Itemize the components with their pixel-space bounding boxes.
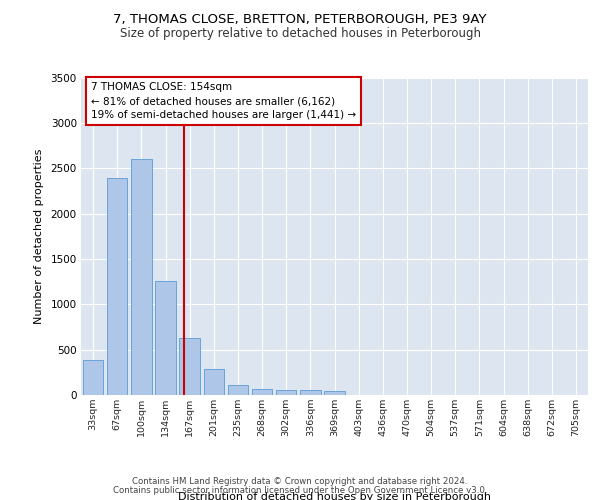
Bar	[155, 280, 176, 395]
Bar	[300, 390, 320, 395]
Bar	[83, 360, 103, 395]
Bar	[179, 338, 200, 395]
Text: Size of property relative to detached houses in Peterborough: Size of property relative to detached ho…	[119, 28, 481, 40]
X-axis label: Distribution of detached houses by size in Peterborough: Distribution of detached houses by size …	[178, 492, 491, 500]
Text: 7 THOMAS CLOSE: 154sqm
← 81% of detached houses are smaller (6,162)
19% of semi-: 7 THOMAS CLOSE: 154sqm ← 81% of detached…	[91, 82, 356, 120]
Text: Contains public sector information licensed under the Open Government Licence v3: Contains public sector information licen…	[113, 486, 487, 495]
Bar	[131, 159, 152, 395]
Text: Contains HM Land Registry data © Crown copyright and database right 2024.: Contains HM Land Registry data © Crown c…	[132, 477, 468, 486]
Text: 7, THOMAS CLOSE, BRETTON, PETERBOROUGH, PE3 9AY: 7, THOMAS CLOSE, BRETTON, PETERBOROUGH, …	[113, 12, 487, 26]
Y-axis label: Number of detached properties: Number of detached properties	[34, 148, 44, 324]
Bar	[203, 369, 224, 395]
Bar	[227, 386, 248, 395]
Bar	[324, 392, 345, 395]
Bar	[252, 389, 272, 395]
Bar	[276, 390, 296, 395]
Bar	[107, 178, 127, 395]
